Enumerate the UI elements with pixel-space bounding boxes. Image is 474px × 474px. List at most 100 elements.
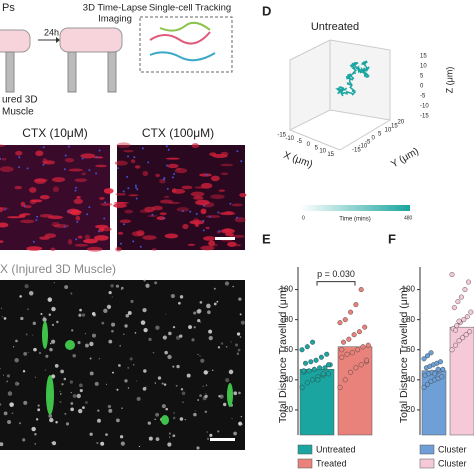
texture	[204, 394, 208, 399]
texture	[213, 302, 217, 306]
texture	[80, 153, 96, 159]
data-point	[317, 365, 323, 371]
texture	[39, 236, 50, 240]
texture	[20, 219, 35, 224]
texture	[216, 300, 219, 303]
bar	[449, 326, 474, 436]
texture	[117, 231, 124, 235]
z-tick-label: -15	[420, 114, 429, 120]
texture	[0, 207, 9, 210]
texture	[59, 400, 62, 403]
texture	[70, 391, 72, 394]
data-point	[348, 309, 354, 315]
texture	[56, 320, 59, 324]
texture	[129, 357, 133, 361]
texture	[205, 226, 210, 230]
data-point	[299, 347, 305, 353]
texture	[51, 323, 55, 326]
texture	[98, 358, 100, 360]
texture	[167, 148, 170, 151]
texture	[162, 335, 167, 340]
texture	[165, 164, 168, 167]
texture	[202, 396, 207, 401]
y-tick-label: -5	[365, 140, 371, 146]
texture	[38, 351, 42, 355]
texture	[167, 163, 179, 169]
texture	[107, 404, 112, 409]
texture	[31, 426, 36, 432]
data-point	[456, 318, 462, 324]
data-point	[299, 384, 305, 390]
texture	[18, 166, 21, 169]
texture	[152, 351, 155, 354]
texture	[48, 414, 53, 418]
texture	[239, 336, 242, 338]
y-tick-label: 15	[391, 124, 398, 130]
texture	[142, 387, 147, 391]
data-point	[353, 302, 359, 308]
texture	[115, 284, 120, 288]
texture	[132, 240, 135, 243]
data-point	[432, 371, 438, 377]
data-point	[425, 381, 431, 387]
texture	[193, 196, 204, 200]
texture	[202, 219, 205, 222]
texture	[148, 337, 152, 342]
data-point	[342, 377, 348, 383]
texture	[220, 342, 224, 345]
texture	[115, 193, 127, 196]
texture	[180, 388, 184, 391]
texture	[208, 370, 210, 372]
texture	[64, 154, 67, 157]
data-point	[365, 342, 371, 348]
texture	[94, 381, 99, 386]
texture	[15, 339, 18, 343]
y-tick-label: 0	[372, 136, 376, 142]
texture	[122, 190, 125, 193]
texture	[161, 404, 166, 409]
texture	[188, 325, 192, 329]
texture	[181, 391, 186, 396]
z-tick-label: -5	[420, 94, 426, 100]
texture	[206, 437, 210, 441]
texture	[194, 221, 200, 227]
time-label: 24h	[44, 27, 59, 37]
data-point	[303, 360, 309, 366]
data-point	[358, 287, 364, 293]
texture	[37, 408, 41, 412]
texture	[176, 207, 190, 212]
texture	[78, 313, 82, 317]
texture	[191, 338, 195, 342]
texture	[20, 316, 24, 321]
texture	[147, 421, 151, 425]
texture	[147, 161, 150, 164]
texture	[119, 219, 132, 224]
texture	[61, 383, 64, 386]
texture	[174, 168, 188, 174]
texture	[82, 406, 85, 410]
texture	[64, 157, 75, 163]
z-tick-label: 5	[420, 74, 424, 80]
texture	[99, 196, 105, 200]
texture	[135, 197, 138, 200]
data-point	[356, 329, 362, 335]
texture	[6, 419, 12, 425]
texture	[0, 442, 4, 447]
texture	[161, 382, 164, 385]
texture	[191, 143, 200, 149]
data-point	[325, 362, 331, 368]
texture	[63, 377, 67, 381]
texture	[143, 369, 147, 373]
texture	[79, 383, 83, 388]
texture	[154, 418, 156, 420]
texture	[29, 199, 37, 205]
data-point	[306, 368, 312, 374]
texture	[0, 207, 4, 213]
legend-swatch	[297, 444, 313, 455]
texture	[236, 332, 241, 336]
texture	[138, 445, 141, 448]
x-tick-label: 15	[327, 152, 334, 158]
texture	[35, 150, 44, 157]
texture	[12, 346, 15, 348]
texture	[224, 281, 230, 286]
